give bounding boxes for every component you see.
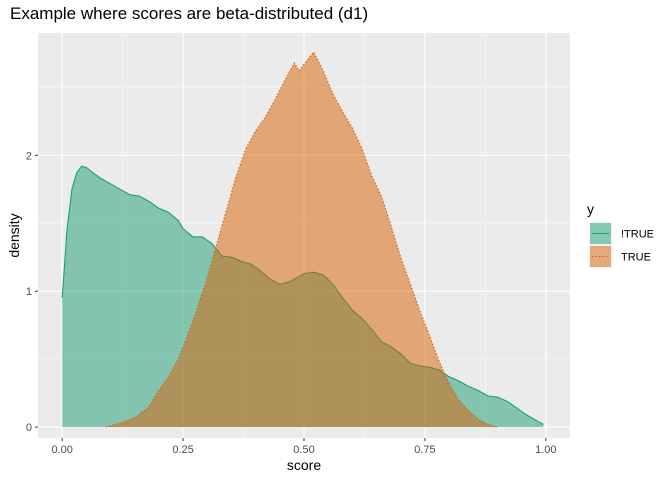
x-tick-label: 0.25: [172, 444, 193, 456]
density-area-true: [105, 52, 498, 428]
y-tick-label: 1: [26, 286, 32, 298]
legend-title: y: [587, 201, 594, 217]
y-axis: 0 1 2: [26, 150, 38, 434]
x-tick-label: 0.50: [293, 444, 314, 456]
legend-label-true: TRUE: [621, 252, 651, 264]
legend-label-not-true: !TRUE: [621, 229, 654, 241]
y-tick-label: 0: [26, 422, 32, 434]
y-tick-label: 2: [26, 150, 32, 162]
x-tick-label: 0.00: [51, 444, 72, 456]
x-axis-title: score: [287, 457, 321, 473]
y-axis-title: density: [6, 213, 22, 257]
x-tick-label: 1.00: [535, 444, 556, 456]
x-axis: 0.00 0.25 0.50 0.75 1.00: [51, 438, 557, 456]
density-areas: [61, 50, 544, 428]
density-line-true: [105, 50, 498, 428]
x-tick-label: 0.75: [414, 444, 435, 456]
chart-title: Example where scores are beta-distribute…: [10, 4, 369, 23]
legend: y !TRUE TRUE: [587, 201, 654, 268]
